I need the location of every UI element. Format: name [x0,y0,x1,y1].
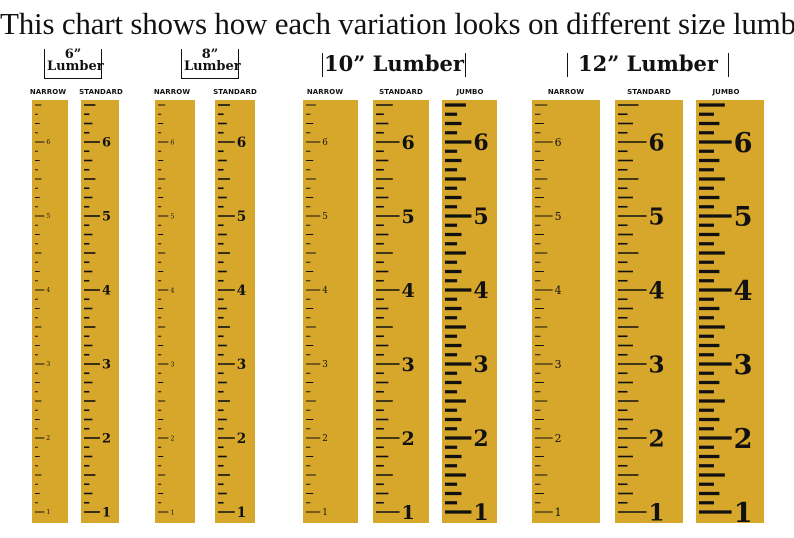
ruler-10in-standard-scale: 1 2 3 4 5 6 [376,104,415,523]
inch-number: 3 [170,360,174,368]
inch-number: 1 [402,502,415,523]
ruler-12in-jumbo: 1 2 3 4 5 6 [696,100,764,523]
inch-number: 2 [473,426,488,452]
ruler-10in-standard: 1 2 3 4 5 6 [373,100,429,523]
label-6-standard: STANDARD [79,88,123,96]
inch-number: 3 [322,360,328,370]
inch-number: 6 [734,127,753,159]
inch-number: 1 [46,509,50,516]
ruler-12in-standard-scale: 1 2 3 4 5 6 [618,104,665,523]
label-12-standard: STANDARD [627,88,671,96]
label-12-jumbo: JUMBO [712,88,740,96]
chart-headline: This chart shows how each variation look… [0,6,794,41]
inch-number: 4 [555,284,562,297]
group-title-8-inch-size: 8” [201,47,219,62]
inch-number: 1 [473,500,488,523]
inch-number: 6 [170,138,174,146]
inch-number: 1 [102,506,111,521]
inch-number: 2 [322,434,328,444]
ruler-6in-narrow: 1 2 3 4 5 6 [32,100,68,523]
group-title-12-inch: 12” Lumber [567,53,729,77]
inch-number: 5 [46,213,50,220]
inch-number: 5 [734,201,753,233]
inch-number: 4 [237,283,246,299]
inch-number: 5 [102,210,111,225]
label-6-narrow: NARROW [29,88,67,96]
inch-number: 5 [170,212,174,220]
inch-number: 4 [734,275,753,307]
ruler-10in-jumbo: 1 2 3 4 5 6 [442,100,497,523]
inch-number: 2 [46,435,50,442]
inch-number: 4 [473,278,488,304]
inch-number: 3 [102,358,111,373]
label-10-narrow: NARROW [306,88,344,96]
inch-number: 3 [649,351,665,378]
inch-number: 1 [322,508,328,518]
label-10-jumbo: JUMBO [456,88,484,96]
label-12-narrow: NARROW [547,88,585,96]
inch-number: 5 [237,209,246,225]
inch-number: 3 [473,352,488,378]
inch-number: 1 [555,506,562,519]
inch-number: 3 [734,349,753,381]
inch-number: 6 [402,132,415,154]
inch-number: 6 [649,129,665,156]
group-title-8-inch-word: Lumber [184,59,241,74]
inch-number: 6 [322,138,328,148]
group-title-10-inch: 10” Lumber [322,53,466,77]
inch-number: 4 [402,280,415,302]
inch-number: 6 [102,136,111,151]
ruler-12in-standard: 1 2 3 4 5 6 [615,100,683,523]
inch-number: 5 [402,206,415,228]
inch-number: 6 [46,139,50,146]
inch-number: 4 [649,277,665,304]
label-8-narrow: NARROW [153,88,191,96]
inch-number: 4 [170,286,174,294]
group-title-6-inch-size: 6” [64,47,82,62]
ruler-6in-standard: 1 2 3 4 5 6 [81,100,119,523]
inch-number: 2 [102,432,111,447]
inch-number: 4 [322,286,328,296]
ruler-10in-jumbo-scale: 1 2 3 4 5 6 [445,103,489,523]
inch-number: 2 [649,425,665,452]
inch-number: 2 [555,432,562,445]
inch-number: 2 [734,423,753,455]
inch-number: 6 [473,130,488,156]
ruler-6in-narrow-scale: 1 2 3 4 5 6 [35,104,50,516]
ruler-12in-narrow-scale: 1 2 3 4 5 6 [535,104,562,519]
inch-number: 5 [473,204,488,230]
inch-number: 2 [402,428,415,450]
group-title-6-inch: 6” Lumber [44,47,104,79]
ruler-8in-standard: 1 2 3 4 5 6 [215,100,255,523]
inch-number: 5 [322,212,328,222]
label-10-standard: STANDARD [379,88,423,96]
ruler-12in-narrow: 1 2 3 4 5 6 [532,100,600,523]
ruler-10in-narrow: 1 2 3 4 5 6 [303,100,358,523]
inch-number: 3 [46,361,50,368]
inch-number: 1 [734,497,753,523]
ruler-8in-standard-scale: 1 2 3 4 5 6 [218,104,246,521]
label-8-standard: STANDARD [213,88,257,96]
inch-number: 2 [237,431,246,447]
group-title-6-inch-word: Lumber [47,59,104,74]
inch-number: 1 [170,508,174,516]
inch-number: 2 [170,434,174,442]
inch-number: 1 [649,499,665,523]
ruler-10in-narrow-scale: 1 2 3 4 5 6 [306,104,328,518]
inch-number: 5 [555,210,562,223]
inch-number: 3 [555,358,562,371]
inch-number: 5 [649,203,665,230]
inch-number: 6 [237,135,246,151]
ruler-12in-jumbo-scale: 1 2 3 4 5 6 [699,103,753,523]
ruler-8in-narrow: 1 2 3 4 5 6 [155,100,195,523]
inch-number: 6 [555,136,562,149]
inch-number: 1 [237,505,246,521]
inch-number: 4 [46,287,50,294]
ruler-8in-narrow-scale: 1 2 3 4 5 6 [158,104,174,516]
inch-number: 4 [102,284,111,299]
inch-number: 3 [237,357,246,373]
inch-number: 3 [402,354,415,376]
ruler-6in-standard-scale: 1 2 3 4 5 6 [84,104,111,521]
group-title-8-inch: 8” Lumber [181,47,241,79]
